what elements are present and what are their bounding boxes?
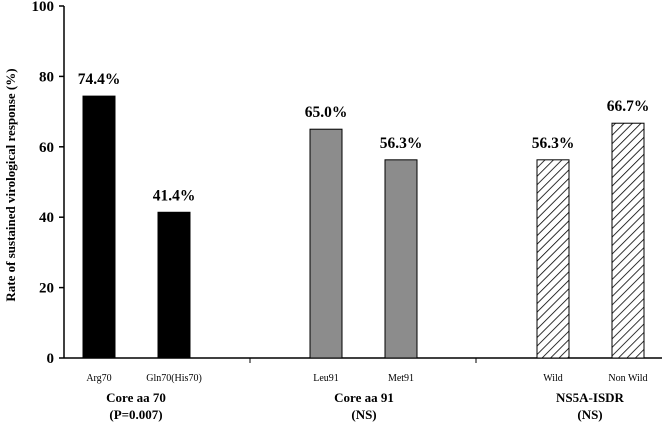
bar <box>309 128 343 359</box>
x-category-label: Wild <box>543 373 563 384</box>
y-axis-label: Rate of sustained virological response (… <box>3 68 18 301</box>
group-labels: Core aa 70 (P=0.007) Core aa 91 (NS) NS5A-IS… <box>106 390 624 422</box>
bar <box>611 122 645 359</box>
group-label: NS5A-ISDR <box>556 390 625 405</box>
group-sublabel: (P=0.007) <box>109 407 162 422</box>
bar <box>82 95 116 359</box>
y-tick-label: 20 <box>39 281 54 297</box>
bar-value-label: 56.3% <box>532 135 575 152</box>
bar-labels: 74.4% Arg70 41.4% Gln70(His70) 65.0% Leu91 56.… <box>78 71 650 384</box>
bars <box>82 95 645 359</box>
y-tick-label: 40 <box>39 210 54 226</box>
y-tick-label: 80 <box>39 69 54 85</box>
bar-value-label: 66.7% <box>607 98 650 115</box>
x-category-label: Gln70(His70) <box>146 373 202 384</box>
y-axis-ticks: 0 20 40 60 80 100 <box>32 0 64 367</box>
group-sublabel: (NS) <box>577 407 602 422</box>
bar-value-label: 74.4% <box>78 71 121 88</box>
bar <box>384 159 418 359</box>
y-tick-label: 100 <box>32 0 55 15</box>
group-label: Core aa 70 <box>106 390 166 405</box>
axes <box>63 6 662 363</box>
bar <box>536 159 570 359</box>
bar-value-label: 41.4% <box>153 187 196 204</box>
x-category-label: Met91 <box>388 373 414 384</box>
x-category-label: Non Wild <box>608 373 647 384</box>
bar-value-label: 65.0% <box>305 104 348 121</box>
group-label: Core aa 91 <box>334 390 394 405</box>
x-category-label: Leu91 <box>313 373 339 384</box>
group-sublabel: (NS) <box>351 407 376 422</box>
y-tick-label: 0 <box>47 351 55 367</box>
y-tick-label: 60 <box>39 140 54 156</box>
bar-value-label: 56.3% <box>380 135 423 152</box>
x-category-label: Arg70 <box>86 373 111 384</box>
bar <box>157 211 191 359</box>
